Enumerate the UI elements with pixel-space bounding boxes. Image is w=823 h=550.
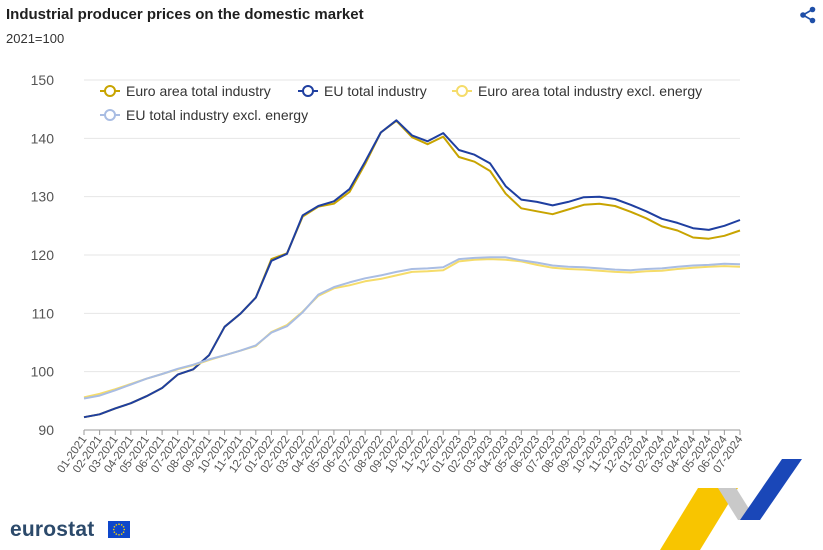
legend-marker (104, 85, 116, 97)
series-lines (83, 119, 741, 419)
grid-lines (84, 79, 740, 431)
legend-label: EU total industry (324, 83, 427, 99)
eurostat-logo: eurostat (10, 518, 95, 541)
legend: Euro area total industry EU total industr… (100, 83, 702, 123)
y-tick-label: 130 (31, 189, 55, 205)
share-icon[interactable] (799, 6, 817, 24)
series-line-3[interactable] (83, 256, 741, 400)
legend-item-3[interactable]: EU total industry excl. energy (100, 107, 308, 123)
legend-marker (104, 109, 116, 121)
y-tick-label: 140 (31, 130, 55, 146)
series-line-2[interactable] (83, 258, 741, 399)
legend-marker (302, 85, 314, 97)
legend-item-2[interactable]: Euro area total industry excl. energy (452, 83, 702, 99)
legend-label: EU total industry excl. energy (126, 107, 308, 123)
legend-item-1[interactable]: EU total industry (298, 83, 427, 99)
decor-yellow-stripe (660, 488, 738, 550)
y-tick-label: 90 (38, 422, 54, 438)
chart-title: Industrial producer prices on the domest… (6, 6, 364, 23)
y-tick-label: 110 (32, 305, 55, 321)
y-axis: 90 100 110 120 130 140 150 (31, 72, 55, 438)
chart-subtitle: 2021=100 (6, 31, 65, 46)
eu-flag-icon (108, 521, 130, 538)
y-tick-label: 150 (31, 72, 55, 88)
decor-blue-stripe (740, 459, 802, 520)
y-tick-label: 120 (31, 247, 55, 263)
legend-label: Euro area total industry excl. energy (478, 83, 702, 99)
x-axis: 01-202102-202103-202104-202105-202106-20… (55, 429, 746, 475)
legend-marker (456, 85, 468, 97)
legend-label: Euro area total industry (126, 83, 271, 99)
y-tick-label: 100 (31, 364, 55, 380)
legend-item-0[interactable]: Euro area total industry (100, 83, 271, 99)
series-line-1[interactable] (83, 119, 741, 419)
eurostat-decoration (660, 459, 802, 550)
